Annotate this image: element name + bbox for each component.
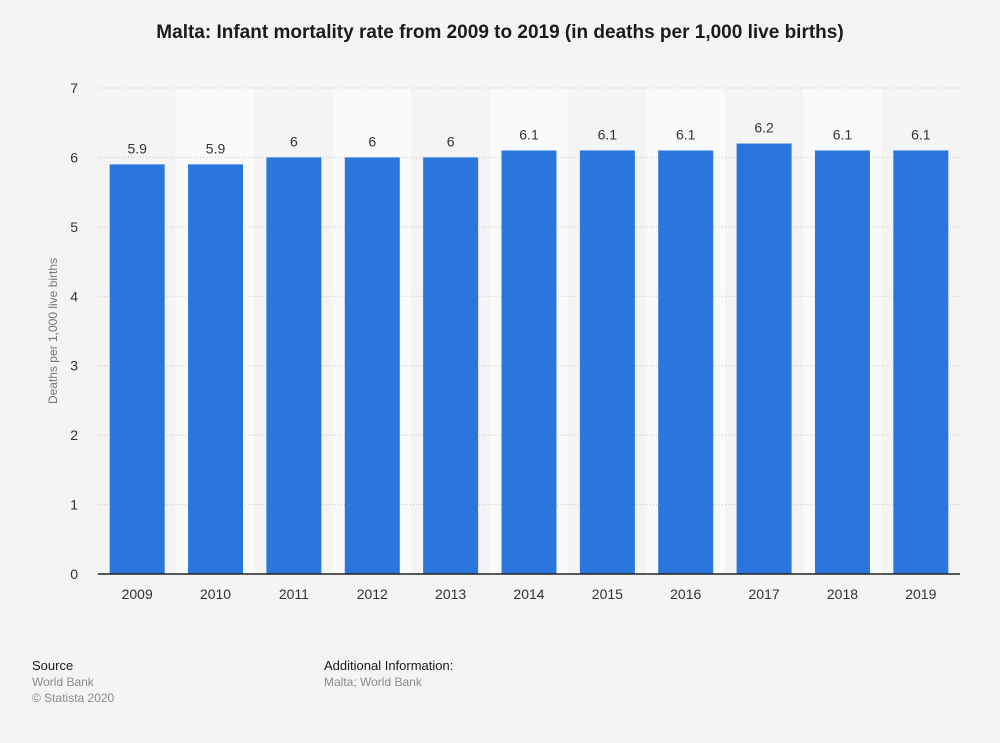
y-tick-label: 0	[70, 566, 78, 582]
data-label: 6.1	[676, 126, 696, 142]
data-label: 6.2	[754, 120, 774, 136]
x-tick-label: 2016	[670, 586, 701, 602]
data-label: 6.1	[911, 126, 931, 142]
x-tick-label: 2010	[200, 586, 231, 602]
y-tick-label: 4	[70, 288, 78, 304]
x-tick-label: 2009	[122, 586, 153, 602]
source-block: Source World Bank © Statista 2020	[32, 658, 114, 706]
x-tick-label: 2018	[827, 586, 858, 602]
y-tick-label: 3	[70, 358, 78, 374]
bar	[579, 150, 635, 574]
data-label: 5.9	[127, 140, 147, 156]
data-label: 6.1	[519, 126, 539, 142]
bar-chart: 0 1 2 3 4 5 6 7 Deaths per 1,000 live births 5.9 2…	[46, 80, 960, 602]
x-tick-label: 2017	[749, 586, 780, 602]
x-tick-label: 2011	[279, 586, 309, 602]
y-tick-label: 7	[70, 80, 78, 96]
x-tick-label: 2012	[357, 586, 388, 602]
data-label: 6	[368, 133, 376, 149]
bar	[658, 150, 714, 574]
y-axis-title: Deaths per 1,000 live births	[46, 258, 60, 404]
data-label: 6.1	[833, 126, 853, 142]
bar	[893, 150, 949, 574]
additional-info-block: Additional Information: Malta; World Ban…	[324, 658, 453, 690]
y-tick-label: 6	[70, 149, 78, 165]
y-tick-label: 5	[70, 219, 78, 235]
bar	[814, 150, 870, 574]
additional-info-heading: Additional Information:	[324, 658, 454, 673]
x-tick-label: 2013	[435, 586, 466, 602]
bar	[109, 164, 165, 574]
x-tick-label: 2019	[905, 586, 936, 602]
bar	[188, 164, 244, 574]
data-label: 6	[447, 133, 455, 149]
y-tick-label: 1	[70, 497, 78, 513]
additional-info-line: Malta; World Bank	[324, 675, 422, 689]
bar	[344, 157, 400, 574]
copyright-line: © Statista 2020	[32, 691, 115, 705]
y-tick-label: 2	[70, 427, 78, 443]
source-heading: Source	[32, 658, 74, 673]
data-label: 6	[290, 133, 298, 149]
bar	[423, 157, 479, 574]
data-label: 5.9	[206, 140, 226, 156]
data-label: 6.1	[598, 126, 618, 142]
chart-title: Malta: Infant mortality rate from 2009 t…	[156, 22, 844, 43]
bar	[266, 157, 322, 574]
bar	[736, 143, 792, 575]
bar	[501, 150, 557, 574]
x-tick-label: 2015	[592, 586, 623, 602]
x-tick-label: 2014	[513, 586, 544, 602]
source-line: World Bank	[32, 675, 94, 689]
